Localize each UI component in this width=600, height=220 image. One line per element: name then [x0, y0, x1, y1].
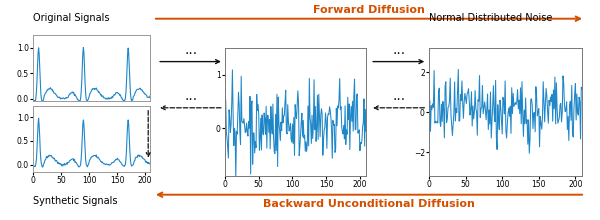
Text: ···: ··· [392, 46, 406, 61]
Text: Forward Diffusion: Forward Diffusion [313, 5, 425, 15]
Text: Backward Unconditional Diffusion: Backward Unconditional Diffusion [263, 198, 475, 209]
Text: ···: ··· [184, 93, 197, 107]
Text: Normal Distributed Noise: Normal Distributed Noise [429, 13, 553, 23]
Text: Original Signals: Original Signals [33, 13, 110, 23]
Text: ···: ··· [392, 93, 406, 107]
Text: ···: ··· [184, 46, 197, 61]
Text: Synthetic Signals: Synthetic Signals [33, 196, 118, 206]
